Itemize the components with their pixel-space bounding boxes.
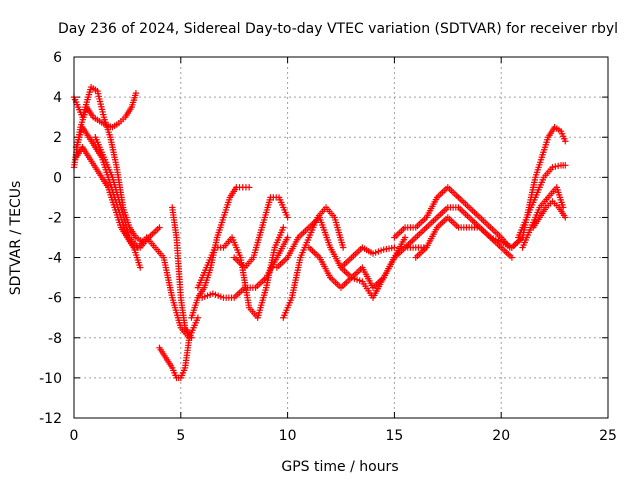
y-tick-label: 6 [53,50,62,66]
y-tick-label: 2 [53,130,62,146]
series-sat-c [72,123,144,271]
axis-ticks: 0 5 10 15 20 25 -12 -10 -8 -6 -4 -2 0 2 4 6 [39,50,617,444]
x-tick-label: 25 [599,428,617,444]
series-sat-g [169,204,195,341]
y-tick-label: 0 [53,170,62,186]
data-point [284,214,291,221]
series-sat-f [156,334,193,382]
chart-title: Day 236 of 2024, Sidereal Day-to-day VTE… [58,21,618,37]
x-tick-label: 20 [492,428,510,444]
y-tick-label: -10 [39,371,62,387]
data-point [391,244,398,251]
x-tick-label: 5 [176,428,185,444]
data-point [245,184,253,191]
y-axis-label: SDTVAR / TECUs [8,181,24,296]
data-point [562,214,569,221]
data-point [280,224,287,231]
data-point [132,89,140,97]
data-point [562,138,569,145]
data-point [284,234,291,241]
plot-frame [73,56,609,419]
data-point [552,163,559,170]
grid [74,57,608,418]
y-tick-label: -6 [48,291,62,307]
series-sat-e [92,134,202,341]
x-axis-label: GPS time / hours [281,459,398,475]
y-tick-label: -2 [48,210,62,226]
data-point [137,264,144,271]
y-tick-label: -4 [48,251,62,267]
data-point [562,162,569,169]
x-tick-label: 15 [385,428,403,444]
data-point [401,234,409,241]
data-point [188,334,195,341]
data-point [156,224,163,231]
series-sat-u [519,184,567,251]
x-tick-label: 10 [279,428,297,444]
y-tick-label: -8 [48,331,62,347]
data-series [70,83,569,382]
series-sat-v [530,198,569,231]
data-point [508,254,516,261]
data-point [554,162,562,170]
series-sat-m [273,214,398,271]
series-sat-t [515,162,569,241]
series-sat-h [188,184,253,321]
series-sat-o [337,244,430,301]
data-point [339,244,347,251]
series-sat-k [231,194,291,271]
series-sat-p [391,184,513,251]
series-sat-j [198,234,291,301]
data-point [549,164,556,171]
series-sat-n [305,234,409,291]
data-point [194,314,202,321]
y-tick-label: -12 [39,411,62,427]
y-tick-label: 4 [53,90,62,106]
x-tick-label: 0 [70,428,79,444]
series-sat-l [280,204,347,321]
